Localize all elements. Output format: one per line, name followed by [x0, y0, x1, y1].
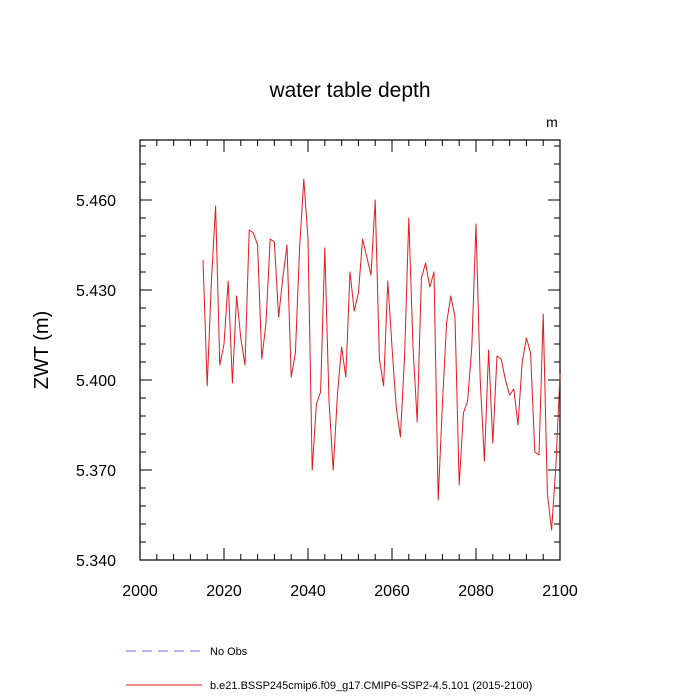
y-tick-label: 5.370	[76, 463, 116, 480]
axis-tick-labels: 2000 2020 2040 2060 2080 2100 5.340 5.370 5.400 5…	[76, 193, 578, 600]
x-tick-label: 2100	[542, 583, 578, 600]
series-line-0	[202, 178, 561, 531]
x-tick-label: 2080	[458, 583, 494, 600]
y-tick-label: 5.400	[76, 373, 116, 390]
legend: No Obs b.e21.BSSP245cmip6.f09_g17.CMIP6-S…	[126, 646, 532, 692]
x-tick-label: 2000	[122, 583, 158, 600]
y-tick-label: 5.340	[76, 553, 116, 570]
y-tick-label: 5.430	[76, 283, 116, 300]
legend-label-0: No Obs	[210, 646, 248, 658]
y-tick-label: 5.460	[76, 193, 116, 210]
legend-label-1: b.e21.BSSP245cmip6.f09_g17.CMIP6-SSP2-4.…	[210, 680, 532, 692]
x-tick-label: 2040	[290, 583, 326, 600]
units-label: m	[546, 114, 558, 130]
series-group	[202, 178, 561, 531]
plot-frame	[139, 139, 561, 561]
chart-title: water table depth	[268, 79, 430, 102]
y-axis-label: ZWT (m)	[31, 311, 53, 390]
x-tick-label: 2020	[206, 583, 242, 600]
axis-ticks	[139, 140, 561, 561]
x-tick-label: 2060	[374, 583, 410, 600]
